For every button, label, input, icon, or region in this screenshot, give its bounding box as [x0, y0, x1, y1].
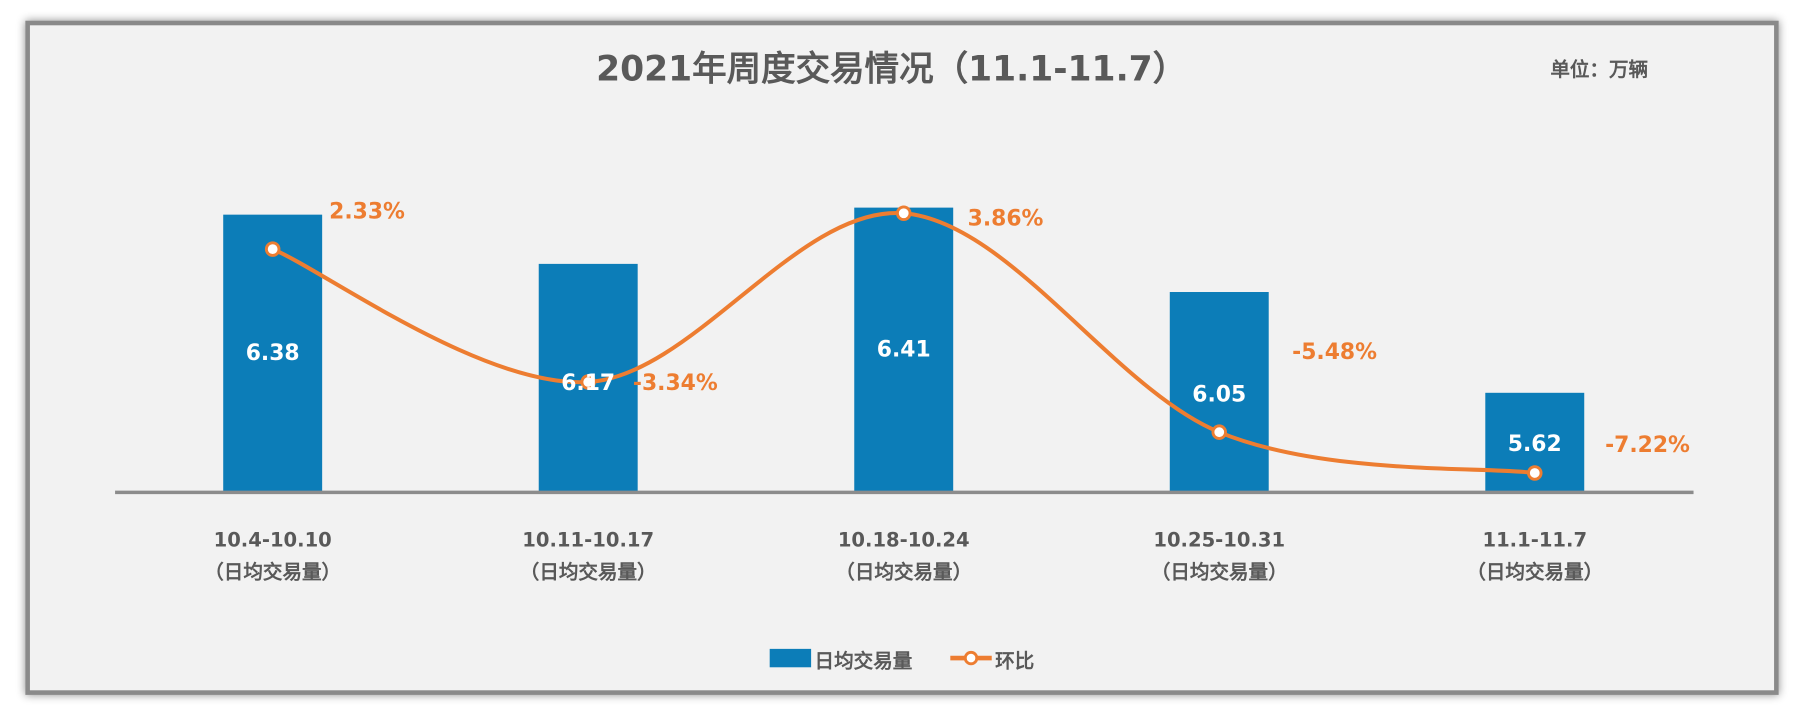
legend: 日均交易量 环比 — [769, 648, 1034, 672]
bar-value-label: 6.38 — [246, 341, 300, 366]
line-marker — [1211, 424, 1228, 440]
line-marker — [580, 374, 596, 390]
legend-swatch-bar — [769, 648, 812, 668]
x-axis-labels: 10.4-10.10 （日均交易量） 10.11-10.17 （日均交易量） 10.18… — [204, 528, 1603, 583]
bar — [223, 214, 323, 492]
bar-value-label: 6.17 — [561, 371, 615, 396]
bar-value-label: 6.05 — [1192, 383, 1246, 408]
bar — [854, 207, 954, 492]
line-series — [264, 205, 1543, 481]
x-tick-sublabel: （日均交易量） — [204, 561, 341, 584]
x-tick-label: 10.4-10.10 — [214, 528, 332, 551]
line-marker — [895, 205, 912, 222]
legend-marker — [963, 650, 979, 666]
x-tick-sublabel: （日均交易量） — [520, 561, 657, 584]
line-value-label: -5.48% — [1292, 340, 1377, 365]
bar-value-label: 5.62 — [1508, 432, 1562, 457]
line-value-label: 3.86% — [968, 206, 1044, 231]
unit-label: 单位：万辆 — [1550, 58, 1648, 81]
x-tick-label: 11.1-11.7 — [1482, 528, 1587, 551]
x-tick-sublabel: （日均交易量） — [835, 561, 972, 584]
legend-label-line: 环比 — [995, 649, 1034, 672]
legend-label-bar: 日均交易量 — [815, 649, 913, 672]
line-value-label: -7.22% — [1605, 433, 1690, 458]
bar-series — [223, 207, 1585, 492]
line-marker — [1527, 465, 1543, 481]
data-labels: 6.38 6.17 6.41 6.05 5.62 2.33% -3.34% 3.86% -5.4… — [246, 200, 1690, 459]
x-tick-label: 10.18-10.24 — [838, 528, 970, 551]
line-value-label: -3.34% — [633, 371, 718, 396]
bar — [1169, 292, 1269, 492]
line-value-label: 2.33% — [329, 200, 405, 225]
x-tick-label: 10.25-10.31 — [1153, 528, 1285, 551]
x-tick-sublabel: （日均交易量） — [1466, 561, 1603, 584]
x-tick-sublabel: （日均交易量） — [1151, 561, 1288, 584]
x-tick-label: 10.11-10.17 — [522, 528, 654, 551]
bar-value-label: 6.41 — [877, 337, 931, 362]
line-marker — [264, 241, 281, 257]
chart-title: 2021年周度交易情况（11.1-11.7） — [596, 50, 1187, 90]
